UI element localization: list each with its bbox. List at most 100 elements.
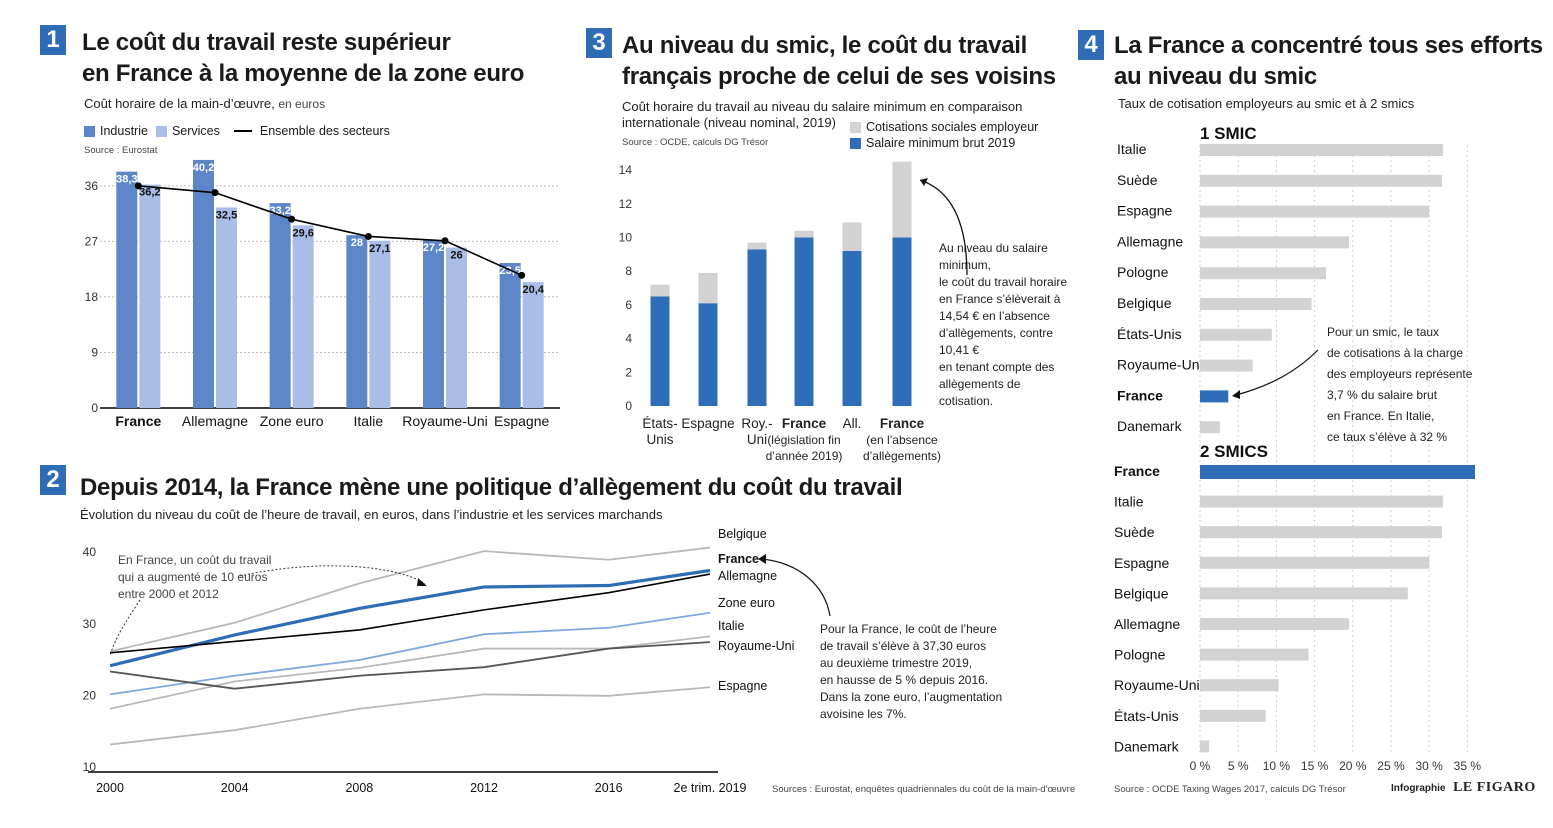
chart-3-bar-cotisations <box>747 242 767 250</box>
chart-1-bar-industrie <box>269 203 291 408</box>
section-3-subtitle-line1: Coût horaire du travail au niveau du sal… <box>622 99 1023 114</box>
chart-1-label-industrie: 38,3 <box>116 174 137 186</box>
chart-3-bar-salaire <box>698 303 718 406</box>
chart-4-bar <box>1200 495 1443 508</box>
credit-label: Infographie <box>1391 783 1446 794</box>
chart-3-category-label: d’allègements) <box>863 449 941 463</box>
chart-3-category-label: États- <box>642 416 677 431</box>
section-1-number: 1 <box>40 25 66 55</box>
chart-1-category-label: France <box>115 413 161 429</box>
chart-3-ytick-label: 8 <box>625 264 632 278</box>
chart-1-bar-industrie <box>193 159 214 408</box>
chart-2-series-label: Espagne <box>718 679 767 693</box>
section-1-subtitle-text: Coût horaire de la main-d’œuvre, <box>84 96 275 111</box>
chart-1-label-services: 20,4 <box>522 284 544 296</box>
chart-1-point-ensemble <box>518 271 526 279</box>
s4-note-line: en France. En Italie, <box>1327 409 1435 423</box>
chart-1-bar-services <box>139 184 161 408</box>
chart-4-category-label: Italie <box>1114 494 1144 510</box>
chart-1-label-industrie: 28 <box>351 237 363 249</box>
chart-3-category-label: (en l’absence <box>866 433 938 447</box>
chart-2-series-label: Allemagne <box>718 569 777 583</box>
chart-4-category-label: Espagne <box>1117 203 1172 219</box>
section-4-source: Source : OCDE Taxing Wages 2017, calculs… <box>1114 784 1346 795</box>
chart-1-ytick-label: 18 <box>85 290 99 304</box>
chart-4-category-label: Suède <box>1117 172 1158 188</box>
chart-1-label-services: 32,5 <box>216 209 237 221</box>
chart-4-bar <box>1200 679 1279 692</box>
chart-4-xtick-label: 0 % <box>1190 759 1211 773</box>
s3-note-line: cotisation. <box>939 394 994 408</box>
chart-4-arrowhead-icon <box>1232 390 1240 399</box>
chart-3-category-label: France <box>782 416 827 431</box>
chart-3-ytick-label: 4 <box>625 332 632 346</box>
chart-1-bar-industrie <box>423 240 444 408</box>
s2-note-right-line: en hausse de 5 % depuis 2016. <box>820 673 989 687</box>
chart-1-bar-industrie <box>346 235 368 408</box>
chart-2-line-chart: 10 20 30 40 2000 2004 2008 2012 2016 2e trim. 201… <box>83 527 831 795</box>
chart-4-category-label: France <box>1114 463 1160 479</box>
legend-industrie-label: Industrie <box>100 124 148 138</box>
chart-2-ytick-label: 10 <box>83 760 97 774</box>
section-3-number: 3 <box>586 28 612 58</box>
chart-3-ytick-label: 10 <box>619 231 633 245</box>
s3-note-line: en France s’élèverait à <box>939 292 1061 306</box>
chart-2-arrowhead-icon <box>417 578 427 586</box>
chart-3-category-label: (législation fin <box>767 433 840 447</box>
s3-note-line: 14,54 € en l’absence <box>939 309 1050 323</box>
legend-services-label: Services <box>171 124 220 138</box>
chart-4-xtick-label: 5 % <box>1228 759 1249 773</box>
chart-4-xtick-label: 15 % <box>1301 759 1329 773</box>
chart-3-bar-cotisations <box>650 284 670 297</box>
legend-salaire-label: Salaire minimum brut 2019 <box>866 136 1016 150</box>
chart-4-xtick-label: 25 % <box>1377 759 1405 773</box>
chart-4-xtick-label: 30 % <box>1415 759 1443 773</box>
s2-note-right-line: de travail s’élève à 37,30 euros <box>820 639 987 653</box>
chart-4-bar <box>1200 144 1443 156</box>
chart-4-category-label: Pologne <box>1117 264 1169 280</box>
chart-3-category-label: Espagne <box>681 416 734 431</box>
chart-4-category-label: Belgique <box>1114 585 1169 601</box>
chart-2-ytick-label: 20 <box>83 688 97 702</box>
chart-4-category-label: Espagne <box>1114 555 1169 571</box>
section-4-title-line2: au niveau du smic <box>1114 63 1317 90</box>
chart-1-label-services: 29,6 <box>292 227 313 239</box>
chart-1-category-label: Zone euro <box>260 413 324 429</box>
chart-2-line-royaume-uni <box>109 641 711 690</box>
chart-1-bar-services <box>446 247 467 408</box>
chart-3-bar-cotisations <box>698 272 718 304</box>
chart-3-bar-cotisations <box>794 230 814 238</box>
chart-4-group-1-label: 1 SMIC <box>1200 124 1257 143</box>
credit: Infographie LE FIGARO <box>1391 779 1536 797</box>
chart-4-bar <box>1200 421 1220 434</box>
section-2-source: Sources : Eurostat, enquêtes quadriennal… <box>772 784 1076 795</box>
chart-1-bar-industrie <box>116 171 138 408</box>
chart-1-category-label: Royaume-Uni <box>402 413 488 429</box>
s2-note-left-line: entre 2000 et 2012 <box>118 587 219 601</box>
chart-4-bar <box>1200 267 1327 280</box>
chart-4-bar <box>1200 556 1430 569</box>
section-4-subtitle: Taux de cotisation employeurs au smic et… <box>1118 96 1415 111</box>
chart-4-category-label: Suède <box>1114 524 1155 540</box>
chart-4-bar <box>1200 618 1349 630</box>
chart-2-xtick-label: 2004 <box>221 781 249 795</box>
chart-2-line-espagne <box>109 686 711 746</box>
chart-4-bar <box>1200 587 1408 600</box>
chart-3-category-label: Roy.- <box>741 416 772 431</box>
chart-4-category-label: États-Unis <box>1114 708 1179 724</box>
legend-salaire-swatch <box>850 137 861 149</box>
chart-2-annotation-left-arrow <box>239 565 426 585</box>
s3-note-line: le coût du travail horaire <box>939 275 1068 289</box>
chart-1-point-ensemble <box>364 232 372 240</box>
chart-1-bar-services <box>216 207 237 408</box>
s3-note-line: d’allègements, contre <box>939 326 1054 340</box>
s3-note-line: minimum, <box>939 258 992 272</box>
section-2-note-left: En France, un coût du travail qui a augme… <box>118 552 271 603</box>
legend-services-swatch <box>155 125 167 137</box>
chart-1-ytick-label: 0 <box>91 401 98 415</box>
chart-3-bar-salaire <box>747 249 767 406</box>
s3-note-line: en tenant compte des <box>939 360 1055 374</box>
chart-3-bar-salaire <box>650 296 670 406</box>
section-3-source: Source : OCDE, calculs DG Trésor <box>622 137 769 148</box>
chart-4-bar <box>1200 709 1266 722</box>
